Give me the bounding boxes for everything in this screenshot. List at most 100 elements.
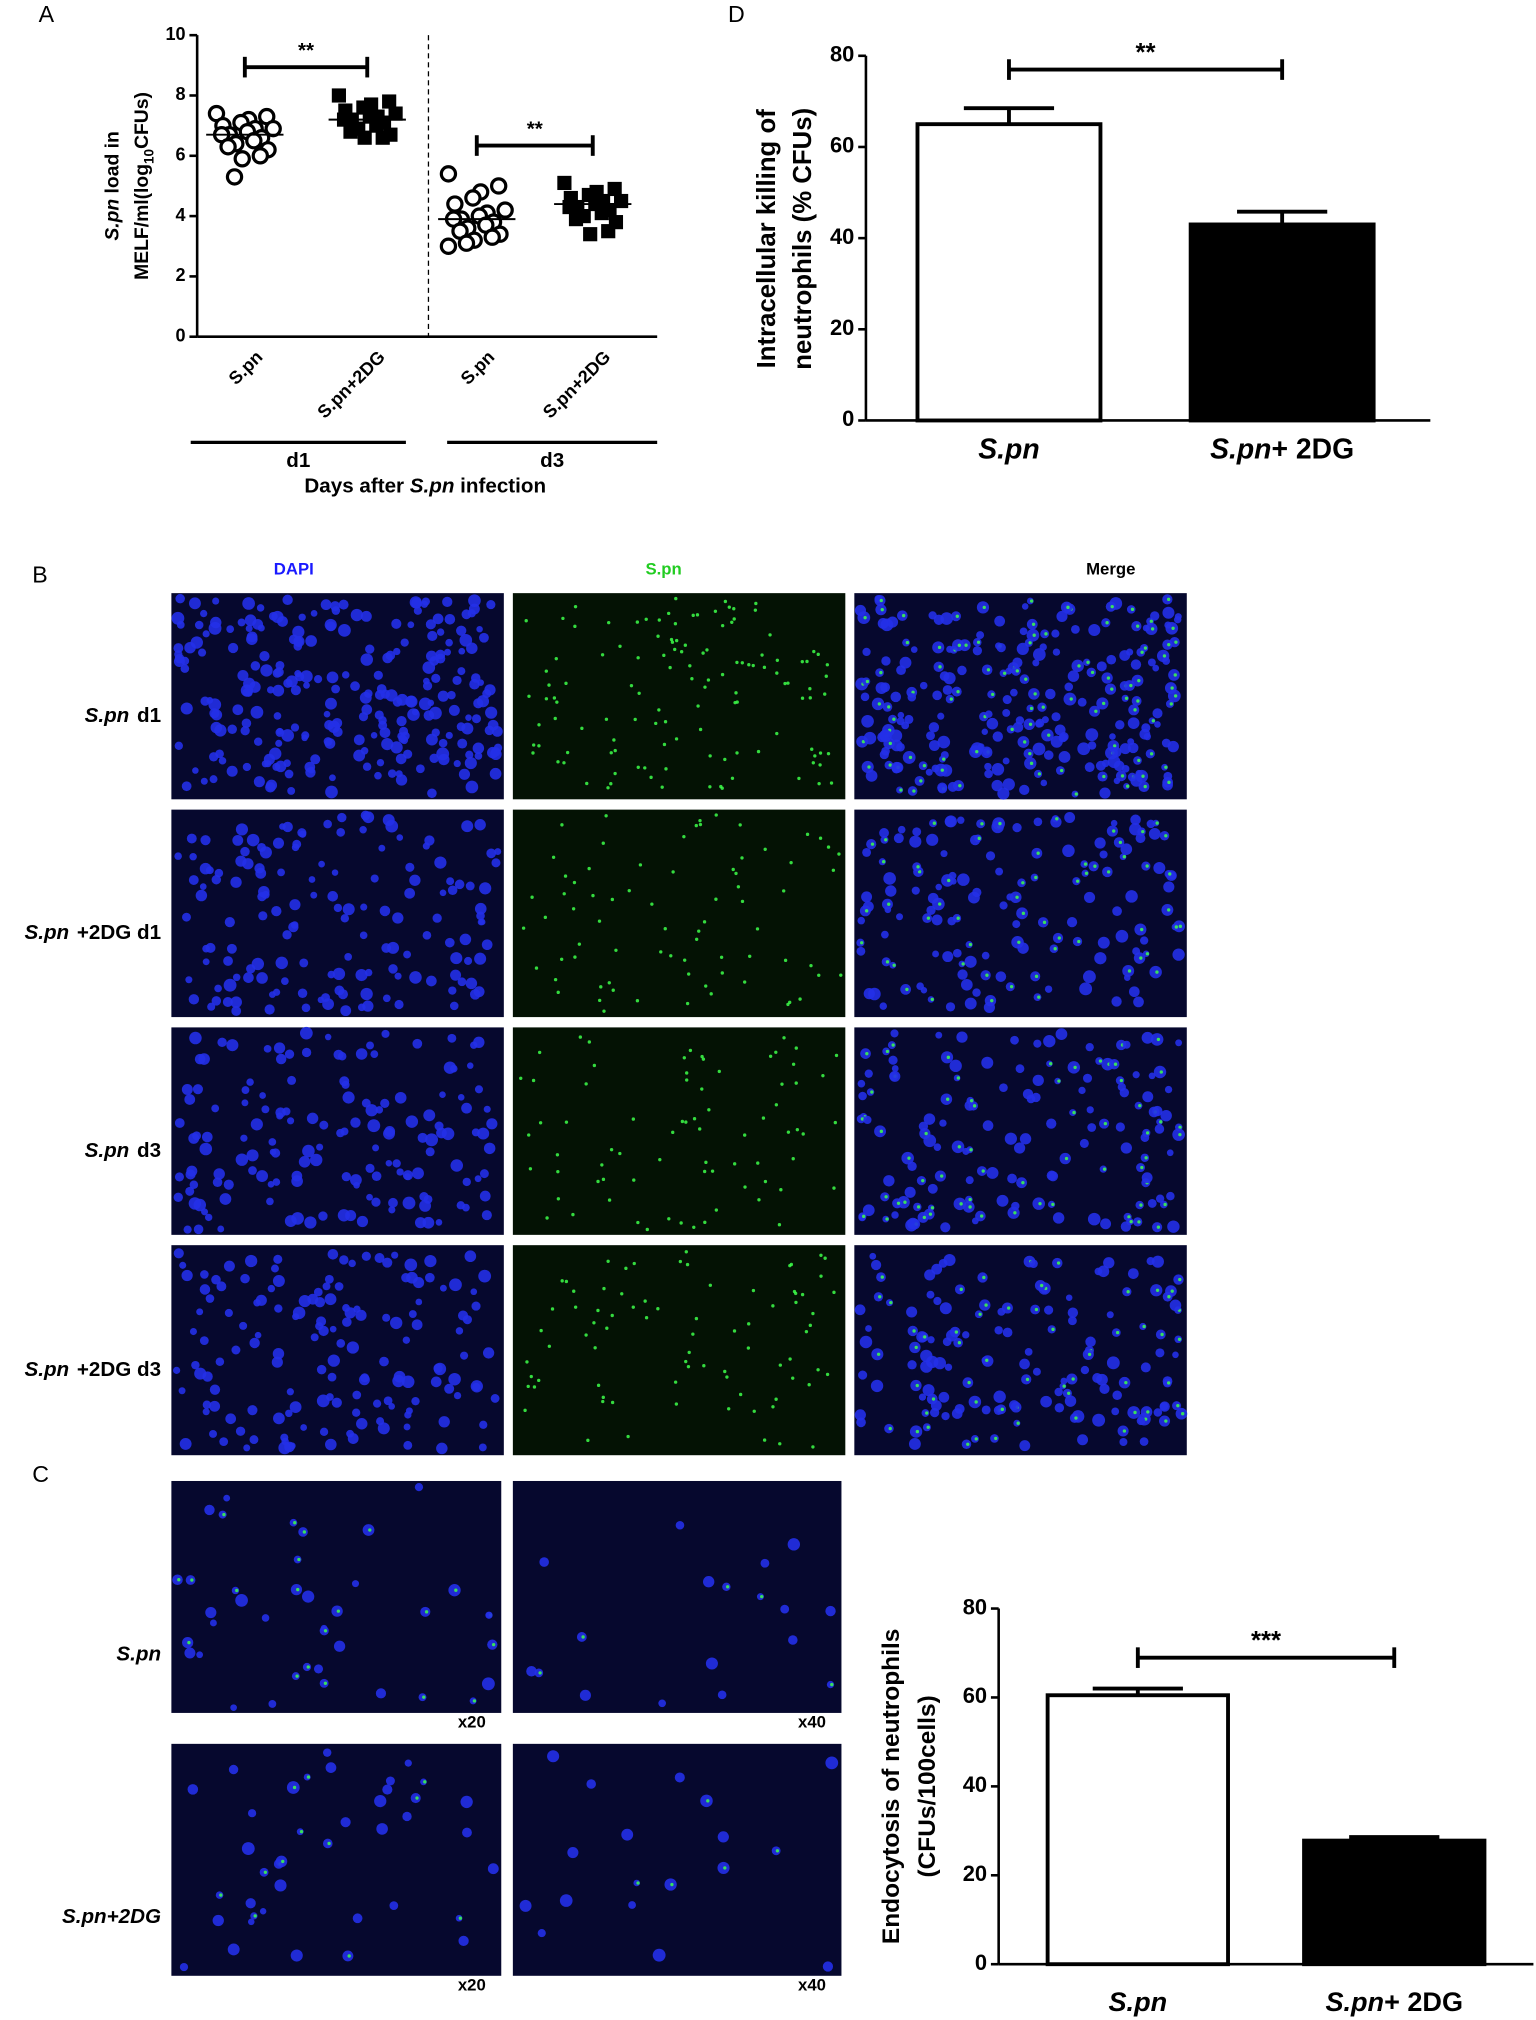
nucleus (879, 828, 889, 838)
nucleus (185, 1186, 195, 1196)
bacterium (916, 1205, 921, 1209)
bacterium (752, 1409, 756, 1413)
bacterium (706, 1799, 710, 1803)
bacterium (791, 1376, 795, 1380)
nucleus (481, 939, 493, 951)
bacterium (219, 1893, 223, 1897)
bacterium (919, 779, 923, 783)
bacterium (1047, 733, 1051, 737)
bacterium (1164, 765, 1168, 769)
nucleus (937, 712, 945, 720)
nucleus (188, 994, 200, 1005)
bacterium (1150, 627, 1155, 631)
bacterium (1000, 1407, 1005, 1411)
bacterium (974, 1437, 978, 1441)
bacterium (774, 1050, 778, 1054)
nucleus (957, 873, 970, 886)
bacterium (1056, 1261, 1061, 1265)
nucleus (394, 972, 402, 980)
nucleus (265, 781, 276, 793)
label-part: S.pn (85, 704, 130, 727)
nucleus (904, 714, 914, 724)
bacterium (670, 1882, 674, 1887)
bacterium (991, 692, 995, 697)
nucleus (250, 705, 264, 719)
bacterium (1025, 1377, 1030, 1382)
nucleus (1154, 1124, 1165, 1134)
nucleus (403, 950, 412, 959)
bacterium (708, 754, 712, 758)
bacterium (1034, 875, 1038, 880)
bacterium (956, 916, 960, 920)
bacterium (969, 1099, 974, 1103)
nucleus (318, 1211, 328, 1221)
nucleus (373, 670, 383, 680)
label-part: Days after (304, 475, 409, 498)
dot (457, 234, 476, 252)
nucleus (174, 741, 183, 750)
nucleus (454, 879, 465, 890)
nucleus (374, 710, 384, 720)
bacterium (867, 765, 871, 769)
nucleus (282, 1107, 291, 1116)
nucleus (189, 597, 201, 610)
nucleus (436, 628, 445, 636)
nucleus (1085, 728, 1099, 742)
bacterium (818, 763, 822, 767)
nucleus (462, 1315, 472, 1325)
bacterium (800, 696, 805, 700)
dot (439, 165, 458, 183)
nucleus (256, 972, 268, 984)
nucleus (433, 1362, 447, 1376)
dot (264, 119, 282, 138)
nucleus (316, 1143, 324, 1151)
bacterium (523, 1408, 527, 1413)
nucleus (224, 917, 235, 928)
nucleus (493, 743, 503, 753)
nucleus (1006, 893, 1014, 901)
nucleus (173, 1192, 183, 1202)
nucleus (1033, 817, 1043, 827)
nucleus (304, 1216, 317, 1229)
nucleus (869, 1252, 877, 1260)
nucleus (185, 1169, 196, 1180)
bacterium (702, 1364, 706, 1368)
bacterium (811, 761, 815, 765)
nucleus (360, 987, 373, 1001)
bacterium (1009, 985, 1014, 989)
nucleus (240, 1273, 250, 1284)
nucleus (1152, 1105, 1163, 1117)
nucleus (302, 1590, 315, 1603)
nucleus (400, 736, 409, 745)
bacterium (982, 605, 986, 610)
nucleus (244, 688, 253, 697)
bacterium (682, 1056, 686, 1060)
nucleus (366, 1041, 374, 1050)
nucleus (896, 717, 905, 726)
nucleus (1021, 603, 1029, 610)
bacterium (1122, 855, 1127, 859)
nucleus (1162, 606, 1175, 619)
bacterium (804, 1329, 809, 1334)
bacterium (957, 1145, 961, 1149)
bacterium (924, 1131, 928, 1136)
bacterium (786, 681, 790, 685)
bacterium (698, 822, 703, 827)
bacterium (1140, 927, 1144, 932)
bacterium (782, 889, 786, 893)
bacterium (694, 823, 698, 828)
bacterium (800, 659, 804, 664)
bacterium (998, 821, 1002, 826)
nucleus (1077, 742, 1091, 756)
nucleus (422, 681, 433, 691)
nucleus (245, 1254, 258, 1268)
nucleus (184, 1647, 196, 1659)
x-tick-label: S.pn+2DG (539, 347, 614, 422)
bacterium (601, 1395, 605, 1399)
nucleus (1096, 661, 1107, 672)
nucleus (466, 642, 478, 654)
bacterium (585, 781, 589, 786)
bacterium (954, 1330, 959, 1334)
bacterium (1028, 641, 1032, 645)
bacterium (1138, 1103, 1142, 1108)
